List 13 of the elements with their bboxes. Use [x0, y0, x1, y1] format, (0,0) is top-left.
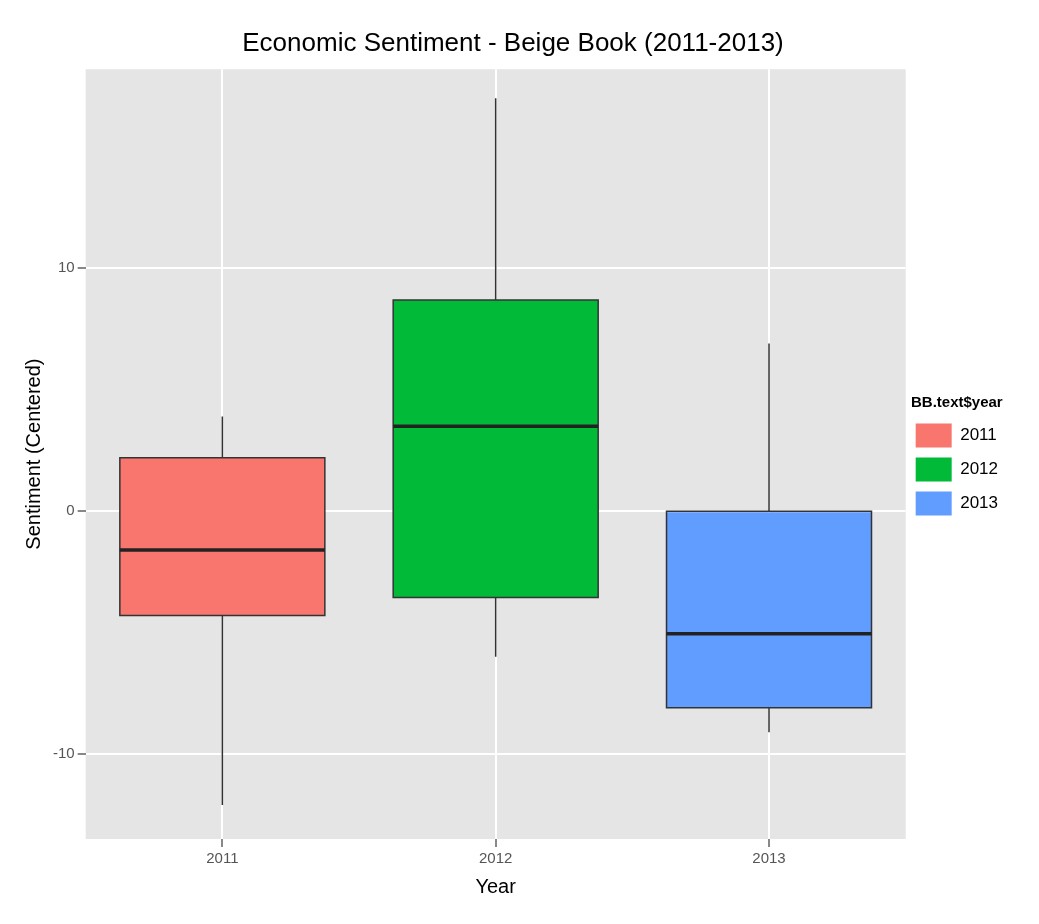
x-axis-title: Year	[475, 874, 517, 897]
y-tick-label: 0	[66, 501, 75, 519]
x-tick-label: 2012	[478, 849, 513, 867]
y-tick-label: -10	[52, 744, 75, 762]
x-tick-label: 2011	[206, 849, 239, 867]
y-axis-title: Sentiment (Centered)	[21, 358, 44, 550]
legend-label: 2011	[960, 425, 997, 445]
y-tick-label: 10	[57, 258, 75, 276]
legend-title: BB.text$year	[910, 393, 1003, 411]
x-tick-label: 2013	[752, 849, 786, 867]
chart-title: Economic Sentiment - Beige Book (2011-2013)	[242, 26, 784, 57]
legend-label: 2013	[960, 493, 999, 513]
legend-label: 2012	[960, 459, 999, 479]
